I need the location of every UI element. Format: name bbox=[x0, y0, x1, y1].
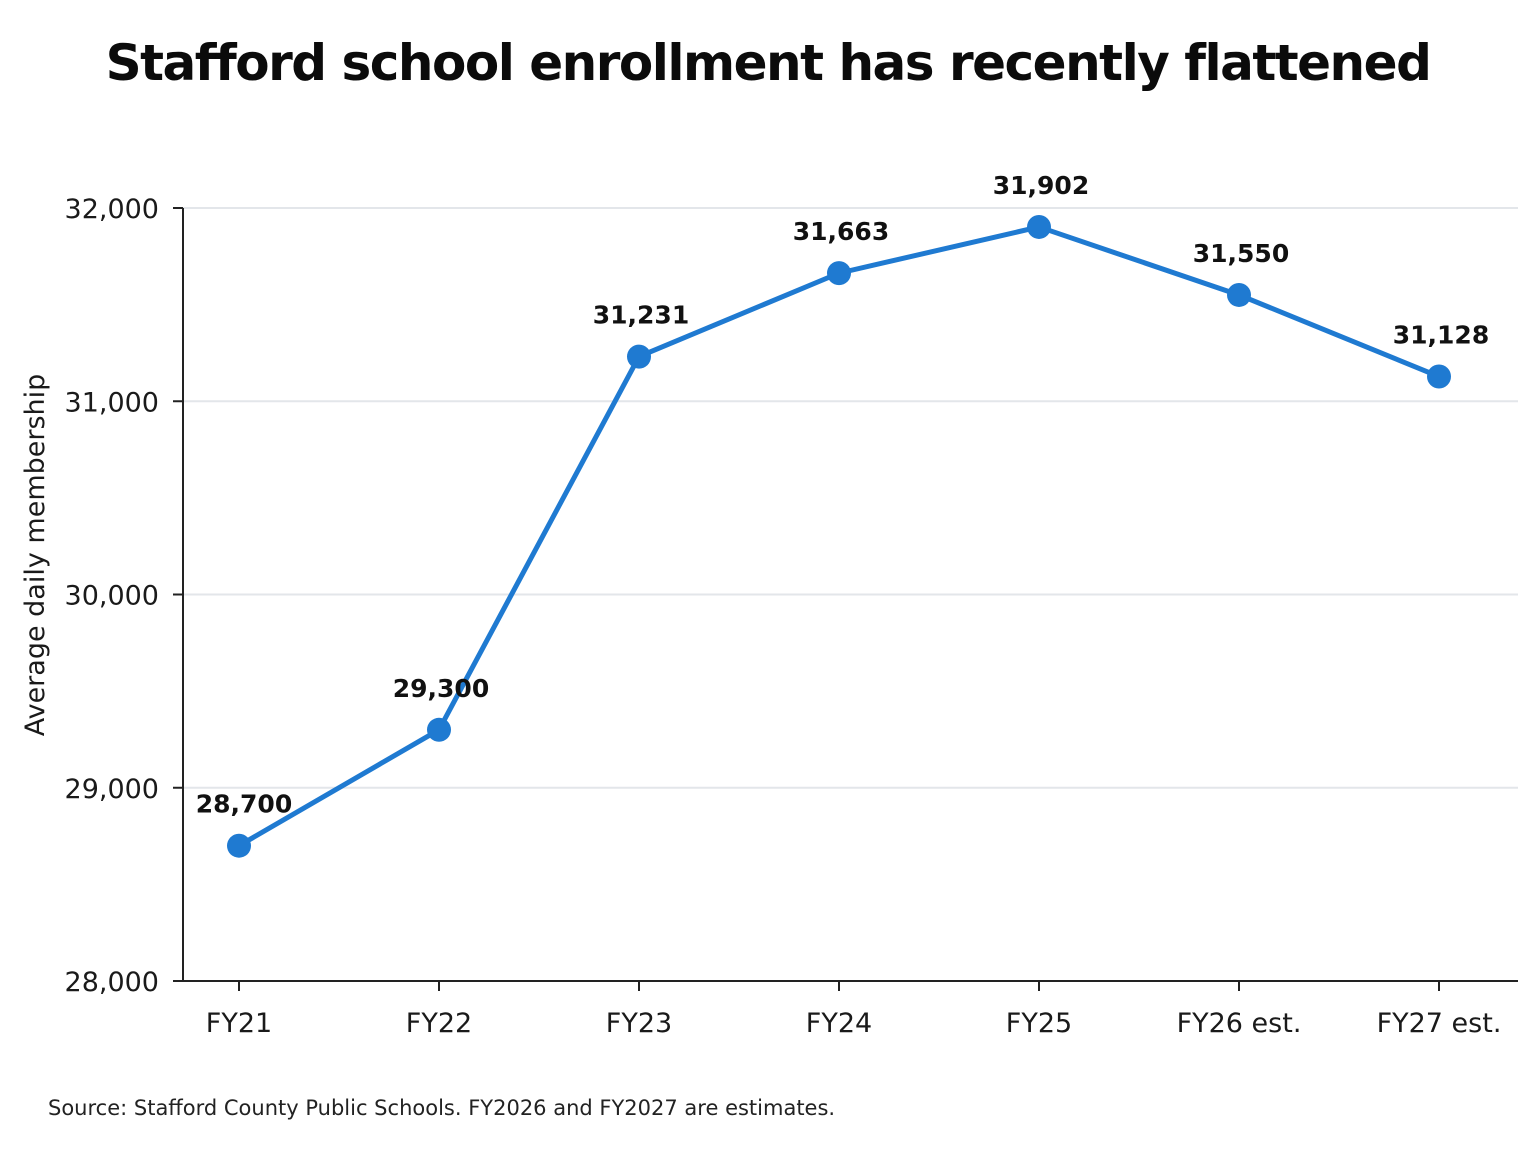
x-tick-label: FY24 bbox=[806, 1008, 872, 1039]
data-point bbox=[1027, 214, 1051, 239]
data-point bbox=[227, 833, 251, 858]
data-point bbox=[427, 717, 451, 742]
data-label: 31,231 bbox=[593, 301, 689, 330]
y-tick-label: 29,000 bbox=[65, 774, 159, 805]
x-axis-ticks: FY21 FY22 FY23 FY24 FY25 FY26 est. FY27 est. bbox=[206, 981, 1502, 1039]
data-point bbox=[1427, 364, 1451, 389]
chart-title: Stafford school enrollment has recently … bbox=[105, 34, 1432, 92]
source-note: Source: Stafford County Public Schools. … bbox=[48, 1096, 836, 1120]
y-tick-label: 28,000 bbox=[65, 967, 159, 998]
x-tick-label: FY21 bbox=[206, 1008, 272, 1039]
x-tick-label: FY27 est. bbox=[1377, 1008, 1502, 1039]
x-tick-label: FY22 bbox=[406, 1008, 472, 1039]
data-labels: 28,700 29,300 31,231 31,663 31,902 31,550 31,1… bbox=[196, 171, 1489, 819]
x-tick-label: FY26 est. bbox=[1177, 1008, 1302, 1039]
data-point bbox=[1227, 282, 1251, 307]
data-point bbox=[827, 261, 851, 286]
data-label: 31,902 bbox=[993, 171, 1089, 200]
data-label: 31,128 bbox=[1393, 321, 1489, 350]
x-tick-label: FY25 bbox=[1006, 1008, 1072, 1039]
data-label: 31,663 bbox=[793, 217, 889, 246]
series-line bbox=[236, 224, 1442, 849]
series-enrollment bbox=[227, 214, 1451, 858]
x-tick-label: FY23 bbox=[606, 1008, 672, 1039]
data-label: 31,550 bbox=[1193, 239, 1289, 268]
y-axis-title: Average daily membership bbox=[20, 374, 51, 737]
y-tick-label: 31,000 bbox=[65, 387, 159, 418]
y-axis-ticks: 28,000 29,000 30,000 31,000 32,000 bbox=[65, 194, 183, 998]
y-tick-label: 32,000 bbox=[65, 194, 159, 225]
data-point bbox=[627, 344, 651, 369]
gridlines bbox=[183, 207, 1518, 789]
y-tick-label: 30,000 bbox=[65, 581, 159, 612]
data-label: 29,300 bbox=[393, 674, 489, 703]
data-label: 28,700 bbox=[196, 790, 292, 819]
